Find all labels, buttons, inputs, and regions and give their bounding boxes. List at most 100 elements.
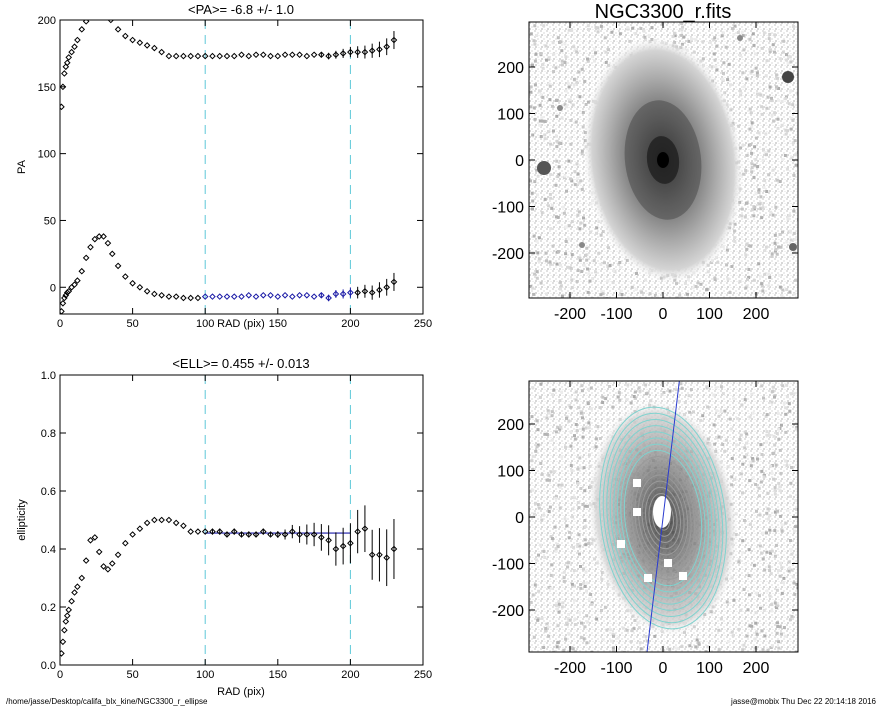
noise-pixel (547, 634, 551, 638)
noise-pixel (790, 466, 793, 469)
noise-pixel (691, 286, 695, 290)
noise-pixel (544, 627, 548, 630)
noise-pixel (638, 389, 642, 393)
noise-pixel (584, 253, 587, 257)
noise-pixel (725, 248, 729, 252)
noise-pixel (532, 39, 536, 43)
noise-pixel (581, 435, 585, 439)
noise-pixel (549, 535, 553, 539)
noise-pixel (555, 645, 559, 649)
noise-pixel (788, 55, 792, 59)
pa-point (60, 83, 67, 91)
ell-xtick-label: 50 (126, 669, 138, 681)
noise-pixel (772, 477, 776, 481)
noise-pixel (725, 263, 729, 267)
noise-pixel (593, 59, 597, 63)
image-ytick-label: 200 (497, 417, 524, 434)
noise-pixel (585, 614, 589, 618)
noise-pixel (582, 637, 586, 641)
noise-pixel (735, 443, 739, 447)
pa-point (223, 293, 231, 300)
noise-pixel (554, 547, 558, 551)
noise-pixel (754, 192, 758, 196)
noise-pixel (565, 189, 568, 193)
isophote-contour (634, 468, 692, 568)
noise-pixel (733, 229, 736, 233)
noise-pixel (796, 586, 798, 590)
noise-pixel (748, 415, 752, 419)
noise-pixel (538, 395, 542, 399)
noise-pixel (570, 286, 574, 290)
noise-pixel (758, 513, 762, 517)
pa-point (74, 277, 81, 284)
masked-region (664, 559, 672, 567)
noise-pixel (728, 417, 732, 421)
ell-point (151, 516, 158, 524)
noise-pixel (764, 245, 768, 249)
noise-pixel (533, 180, 537, 184)
noise-pixel (689, 388, 693, 391)
noise-pixel (755, 509, 758, 513)
pa-point (65, 54, 73, 61)
noise-pixel (741, 462, 745, 466)
masked-region (633, 508, 641, 516)
noise-pixel (601, 395, 605, 399)
noise-pixel (567, 403, 571, 407)
noise-pixel (618, 32, 622, 36)
noise-pixel (794, 153, 798, 157)
image-xtick-label: 100 (696, 660, 723, 677)
noise-pixel (555, 145, 559, 149)
noise-pixel (578, 544, 582, 548)
noise-pixel (583, 538, 587, 542)
image-ytick-label: 0 (515, 510, 524, 527)
noise-pixel (704, 650, 708, 652)
noise-pixel (534, 449, 538, 453)
noise-pixel (761, 158, 765, 162)
noise-pixel (794, 525, 798, 529)
noise-pixel (713, 36, 717, 40)
noise-pixel (579, 583, 583, 587)
noise-pixel (785, 288, 789, 292)
noise-pixel (792, 529, 796, 533)
noise-pixel (697, 641, 701, 645)
noise-pixel (586, 267, 589, 271)
noise-pixel (548, 98, 552, 102)
noise-pixel (565, 524, 569, 528)
noise-pixel (668, 647, 672, 651)
noise-pixel (531, 488, 535, 492)
noise-pixel (569, 405, 573, 409)
noise-pixel (743, 562, 747, 566)
pa-point (122, 32, 129, 40)
noise-pixel (786, 509, 790, 512)
noise-pixel (577, 506, 581, 510)
noise-pixel (789, 539, 792, 542)
noise-pixel (541, 66, 545, 70)
noise-pixel (760, 112, 764, 116)
noise-pixel (724, 45, 728, 49)
pa-point (129, 36, 136, 44)
noise-pixel (752, 214, 756, 218)
noise-pixel (565, 621, 569, 625)
noise-pixel (570, 179, 574, 183)
pa-point (91, 235, 99, 243)
noise-pixel (748, 522, 752, 526)
noise-pixel (589, 407, 593, 411)
noise-pixel (770, 644, 774, 648)
pa-point (172, 293, 180, 300)
noise-pixel (585, 641, 589, 645)
noise-pixel (712, 38, 716, 42)
noise-pixel (569, 266, 573, 270)
noise-pixel (781, 288, 785, 292)
noise-pixel (584, 543, 588, 547)
image-ytick-label: 0 (515, 153, 524, 170)
pa-point (87, 243, 94, 251)
noise-pixel (721, 31, 725, 35)
noise-pixel (683, 281, 687, 285)
noise-pixel (775, 432, 779, 435)
pa-point (151, 290, 158, 298)
noise-pixel (750, 392, 754, 396)
noise-pixel (780, 158, 784, 161)
noise-pixel (555, 607, 559, 611)
noise-pixel (776, 625, 780, 628)
noise-pixel (782, 39, 786, 43)
